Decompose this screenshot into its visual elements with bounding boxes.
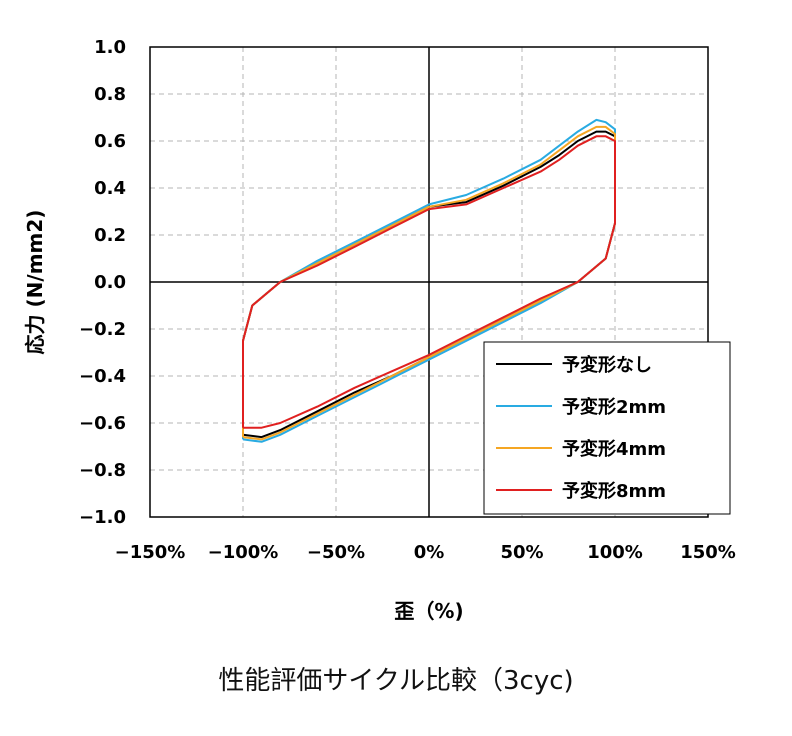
hysteresis-chart: −150% −100% −50% 0% 50% 100% 150% 1.0 0.8 0.6 0.4…	[23, 37, 736, 623]
y-tick-label: 0.6	[94, 131, 126, 152]
x-axis-label: 歪（%)	[394, 599, 463, 623]
legend-label: 予変形8mm	[562, 480, 666, 502]
legend-label: 予変形4mm	[562, 438, 666, 460]
series-line-3	[242, 125, 616, 441]
legend-label: 予変形2mm	[562, 396, 666, 418]
y-tick-label: −0.2	[79, 319, 126, 340]
y-tick-label: 1.0	[94, 37, 126, 58]
y-tick-label: 0.4	[94, 178, 126, 199]
plot-frame	[149, 46, 709, 518]
x-tick-label: 50%	[500, 542, 543, 563]
y-tick-labels: 1.0 0.8 0.6 0.4 0.2 0.0 −0.2 −0.4 −0.6 −0.8 −1.0	[79, 37, 126, 528]
y-tick-label: −0.8	[79, 460, 126, 481]
y-tick-label: 0.0	[94, 272, 126, 293]
legend-box	[483, 341, 731, 515]
figure-caption: 性能評価サイクル比較（3cyc)	[218, 666, 574, 696]
series-lines	[242, 118, 616, 443]
series-line-2	[242, 118, 616, 443]
series-line-4	[242, 135, 616, 429]
y-tick-label: 0.2	[94, 225, 126, 246]
legend-label: 予変形なし	[562, 354, 652, 376]
y-axis-label: 応力 (N/mm2)	[23, 210, 47, 355]
x-tick-label: −150%	[115, 542, 186, 563]
y-tick-label: 0.8	[94, 84, 126, 105]
x-tick-label: −100%	[208, 542, 279, 563]
y-tick-label: −1.0	[79, 507, 126, 528]
zero-axes	[150, 47, 708, 517]
x-tick-label: 150%	[680, 542, 736, 563]
x-tick-labels: −150% −100% −50% 0% 50% 100% 150%	[115, 542, 736, 563]
y-tick-label: −0.6	[79, 413, 126, 434]
x-tick-label: 100%	[587, 542, 643, 563]
y-tick-label: −0.4	[79, 366, 126, 387]
x-tick-label: −50%	[307, 542, 365, 563]
x-tick-label: 0%	[414, 542, 445, 563]
